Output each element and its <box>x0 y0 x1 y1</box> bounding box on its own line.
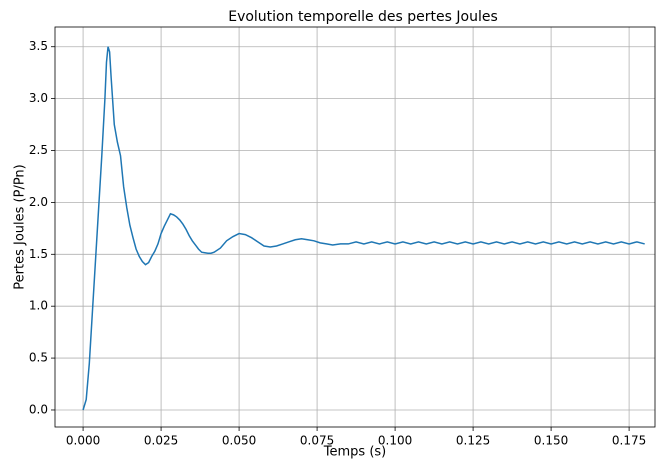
y-axis-label: Pertes Joules (P/Pn) <box>13 164 28 289</box>
y-tick-label: 2.5 <box>29 143 48 157</box>
x-axis-label: Temps (s) <box>323 445 386 460</box>
x-tick-label: 0.150 <box>534 434 568 448</box>
x-tick-label: 0.000 <box>66 434 100 448</box>
y-tick-label: 1.0 <box>29 299 48 313</box>
data-line <box>82 46 645 411</box>
y-tick-label: 0.5 <box>29 351 48 365</box>
plot-frame <box>54 26 656 428</box>
chart-title: Evolution temporelle des pertes Joules <box>228 9 498 25</box>
x-tick-label: 0.125 <box>456 434 490 448</box>
x-tick-label: 0.175 <box>612 434 646 448</box>
x-tick-label: 0.025 <box>144 434 178 448</box>
x-tick-label: 0.100 <box>378 434 412 448</box>
y-tick-label: 3.0 <box>29 91 48 105</box>
y-tick-label: 3.5 <box>29 39 48 53</box>
y-tick-label: 1.5 <box>29 247 48 261</box>
y-tick-label: 0.0 <box>29 402 48 416</box>
x-tick-label: 0.050 <box>222 434 256 448</box>
x-tick-label: 0.075 <box>300 434 334 448</box>
y-tick-label: 2.0 <box>29 195 48 209</box>
